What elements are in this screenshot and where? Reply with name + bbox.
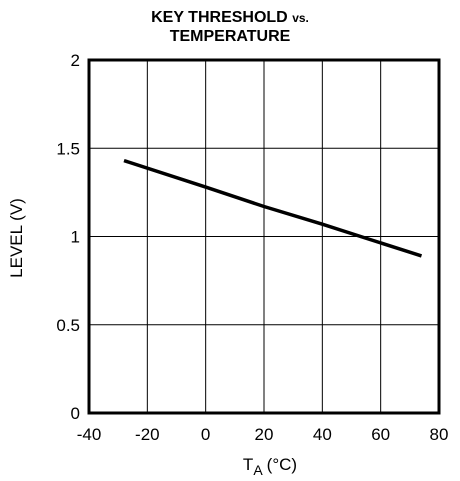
x-tick-label: 80 <box>430 425 449 444</box>
x-axis-label: TA (°C) <box>243 455 297 478</box>
x-axis-label-sub: A <box>253 462 263 478</box>
y-tick-label: 2 <box>71 51 80 70</box>
x-tick-label: -40 <box>77 425 102 444</box>
x-tick-label: 60 <box>371 425 390 444</box>
plot-frame <box>87 58 441 415</box>
series-group <box>123 158 423 258</box>
x-tick-label: 40 <box>313 425 332 444</box>
chart-title-vs: vs. <box>292 11 309 25</box>
x-tick-label: 0 <box>201 425 210 444</box>
series-line <box>123 158 423 258</box>
y-tick-label: 0.5 <box>56 316 80 335</box>
chart-title-main: KEY THRESHOLD <box>151 9 288 26</box>
chart-title-line1: KEY THRESHOLD vs. <box>0 9 460 27</box>
x-axis-label-base: T <box>243 455 253 474</box>
y-tick-label: 1.5 <box>56 139 80 158</box>
y-tick-label: 0 <box>71 404 80 423</box>
x-axis-label-unit: (°C) <box>267 455 297 474</box>
chart-title-line2: TEMPERATURE <box>169 28 291 45</box>
y-tick-label: 1 <box>71 228 80 247</box>
y-axis-label: LEVEL (V) <box>7 198 26 278</box>
x-tick-label: 20 <box>255 425 274 444</box>
tick-labels: -40 -20 0 20 40 60 80 0 0.5 1 1.5 2 <box>56 51 448 444</box>
x-tick-label: -20 <box>135 425 160 444</box>
grid <box>89 60 439 413</box>
